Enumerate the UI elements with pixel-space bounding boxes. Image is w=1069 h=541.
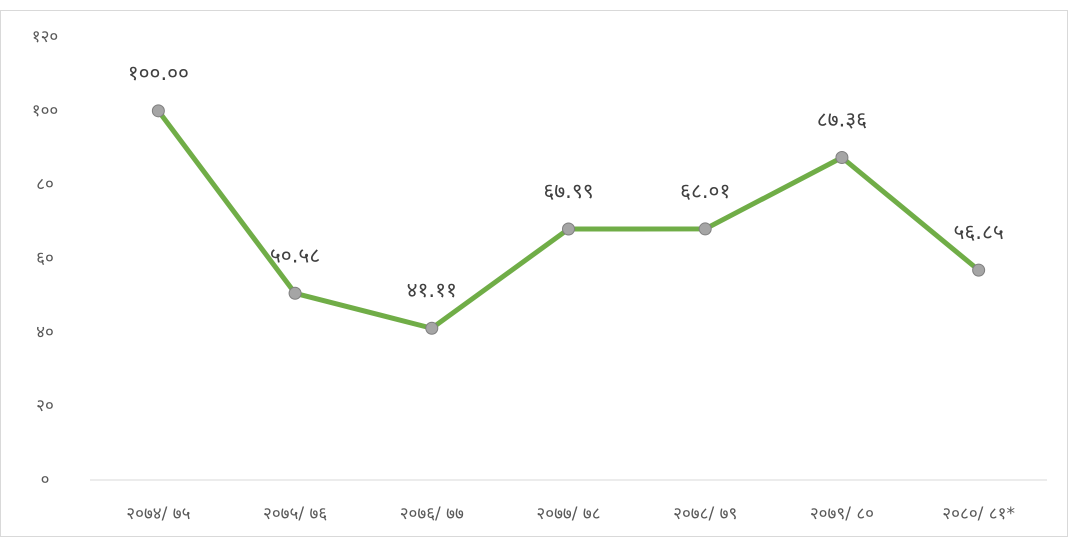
y-tick-label: ०: [41, 470, 50, 490]
y-tick-label: ४०: [36, 322, 54, 342]
data-label: ५६.८५: [953, 220, 1003, 244]
x-tick-label: २०८०/ ८१*: [942, 504, 1015, 524]
x-tick-label: २०७८/ ७९: [673, 504, 737, 524]
y-tick-label: ६०: [36, 249, 54, 269]
data-label: ८७.३६: [817, 107, 867, 131]
y-tick-label: ८०: [36, 175, 54, 195]
marker: [562, 222, 575, 236]
data-label: १००.००: [128, 61, 189, 85]
x-tick-label: २०७६/ ७७: [400, 504, 464, 524]
marker: [835, 150, 849, 164]
x-tick-label: २०७७/ ७८: [536, 504, 600, 524]
data-label: ५०.५८: [270, 243, 320, 267]
x-tick-label: २०७९/ ८०: [810, 504, 874, 524]
line: [156, 109, 981, 331]
chart-border: [0, 10, 1068, 537]
marker: [972, 263, 986, 277]
y-tick-label: १००: [32, 101, 59, 121]
data-label: ६८.०१: [680, 179, 730, 203]
marker: [425, 321, 439, 335]
data-label: ४१.११: [407, 278, 457, 302]
y-tick-label: १२०: [32, 27, 59, 47]
x-tick-label: २०७४/ ७५: [126, 504, 190, 524]
data-label: ६७.९९: [543, 179, 593, 203]
x-tick-label: २०७५/ ७६: [263, 504, 327, 524]
y-tick-label: २०: [36, 396, 54, 416]
marker: [288, 286, 302, 300]
marker: [698, 222, 712, 236]
marker: [151, 104, 165, 118]
